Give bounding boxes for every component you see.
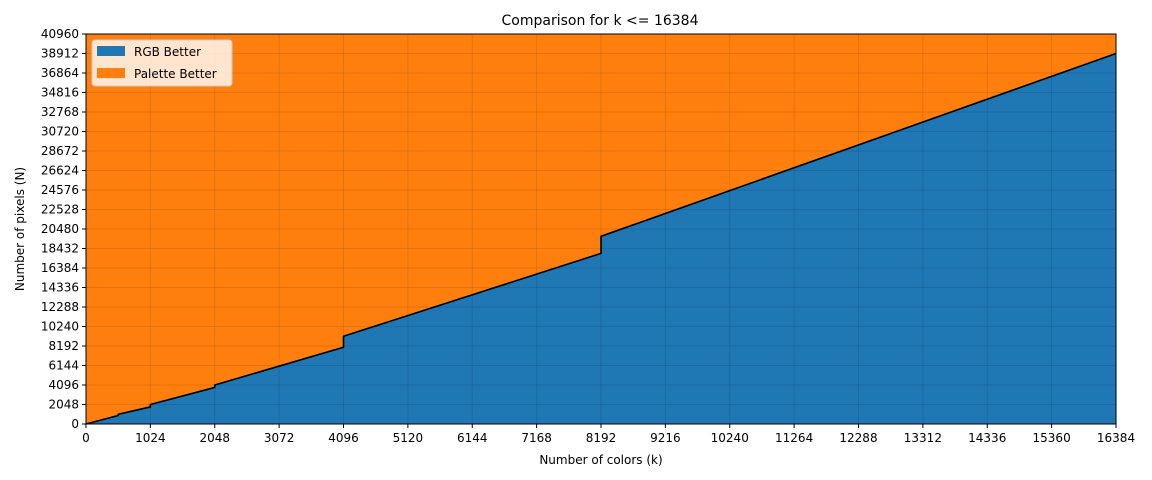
x-axis-label: Number of colors (k): [539, 453, 662, 467]
x-tick-label: 7168: [521, 431, 552, 445]
legend-label-palette-better: Palette Better: [134, 67, 217, 81]
y-tick-label: 30720: [41, 125, 79, 139]
y-axis-label: Number of pixels (N): [13, 167, 27, 291]
x-tick-label: 12288: [839, 431, 877, 445]
y-tick-label: 6144: [48, 359, 79, 373]
legend: RGB Better Palette Better: [91, 39, 233, 87]
x-tick-label: 13312: [904, 431, 942, 445]
y-tick-label: 24576: [41, 183, 79, 197]
y-tick-label: 12288: [41, 300, 79, 314]
y-tick-label: 22528: [41, 203, 79, 217]
x-tick-label: 5120: [393, 431, 424, 445]
x-tick-label: 1024: [135, 431, 166, 445]
x-tick-label: 2048: [199, 431, 230, 445]
y-tick-label: 38912: [41, 47, 79, 61]
y-tick-label: 16384: [41, 261, 79, 275]
x-tick-label: 4096: [328, 431, 359, 445]
y-tick-label: 32768: [41, 105, 79, 119]
boundary-line: [85, 52, 1117, 425]
legend-swatch-palette-better: [97, 68, 125, 78]
x-tick-label: 11264: [775, 431, 813, 445]
legend-swatch-rgb-better: [97, 46, 125, 56]
x-tick-label: 14336: [968, 431, 1006, 445]
legend-label-rgb-better: RGB Better: [134, 45, 201, 59]
legend-frame: [91, 39, 233, 87]
y-tick-label: 4096: [48, 378, 79, 392]
y-tick-label: 40960: [41, 27, 79, 41]
y-tick-label: 18432: [41, 242, 79, 256]
y-tick-label: 8192: [48, 339, 79, 353]
y-tick-label: 0: [71, 417, 79, 431]
area-palette-better: [86, 34, 1116, 424]
x-tick-label: 10240: [711, 431, 749, 445]
x-tick-label: 6144: [457, 431, 488, 445]
y-tick-label: 36864: [41, 66, 79, 80]
x-tick-label: 9216: [650, 431, 681, 445]
y-tick-label: 28672: [41, 144, 79, 158]
chart-title: Comparison for k <= 16384: [502, 13, 699, 29]
y-tick-label: 2048: [48, 398, 79, 412]
x-tick-label: 16384: [1097, 431, 1135, 445]
x-tick-label: 3072: [264, 431, 295, 445]
y-tick-label: 20480: [41, 222, 79, 236]
y-tick-label: 10240: [41, 320, 79, 334]
y-tick-label: 26624: [41, 164, 79, 178]
y-tick-label: 14336: [41, 281, 79, 295]
y-tick-label: 34816: [41, 86, 79, 100]
x-tick-label: 8192: [586, 431, 617, 445]
x-tick-label: 15360: [1033, 431, 1071, 445]
x-tick-label: 0: [82, 431, 90, 445]
